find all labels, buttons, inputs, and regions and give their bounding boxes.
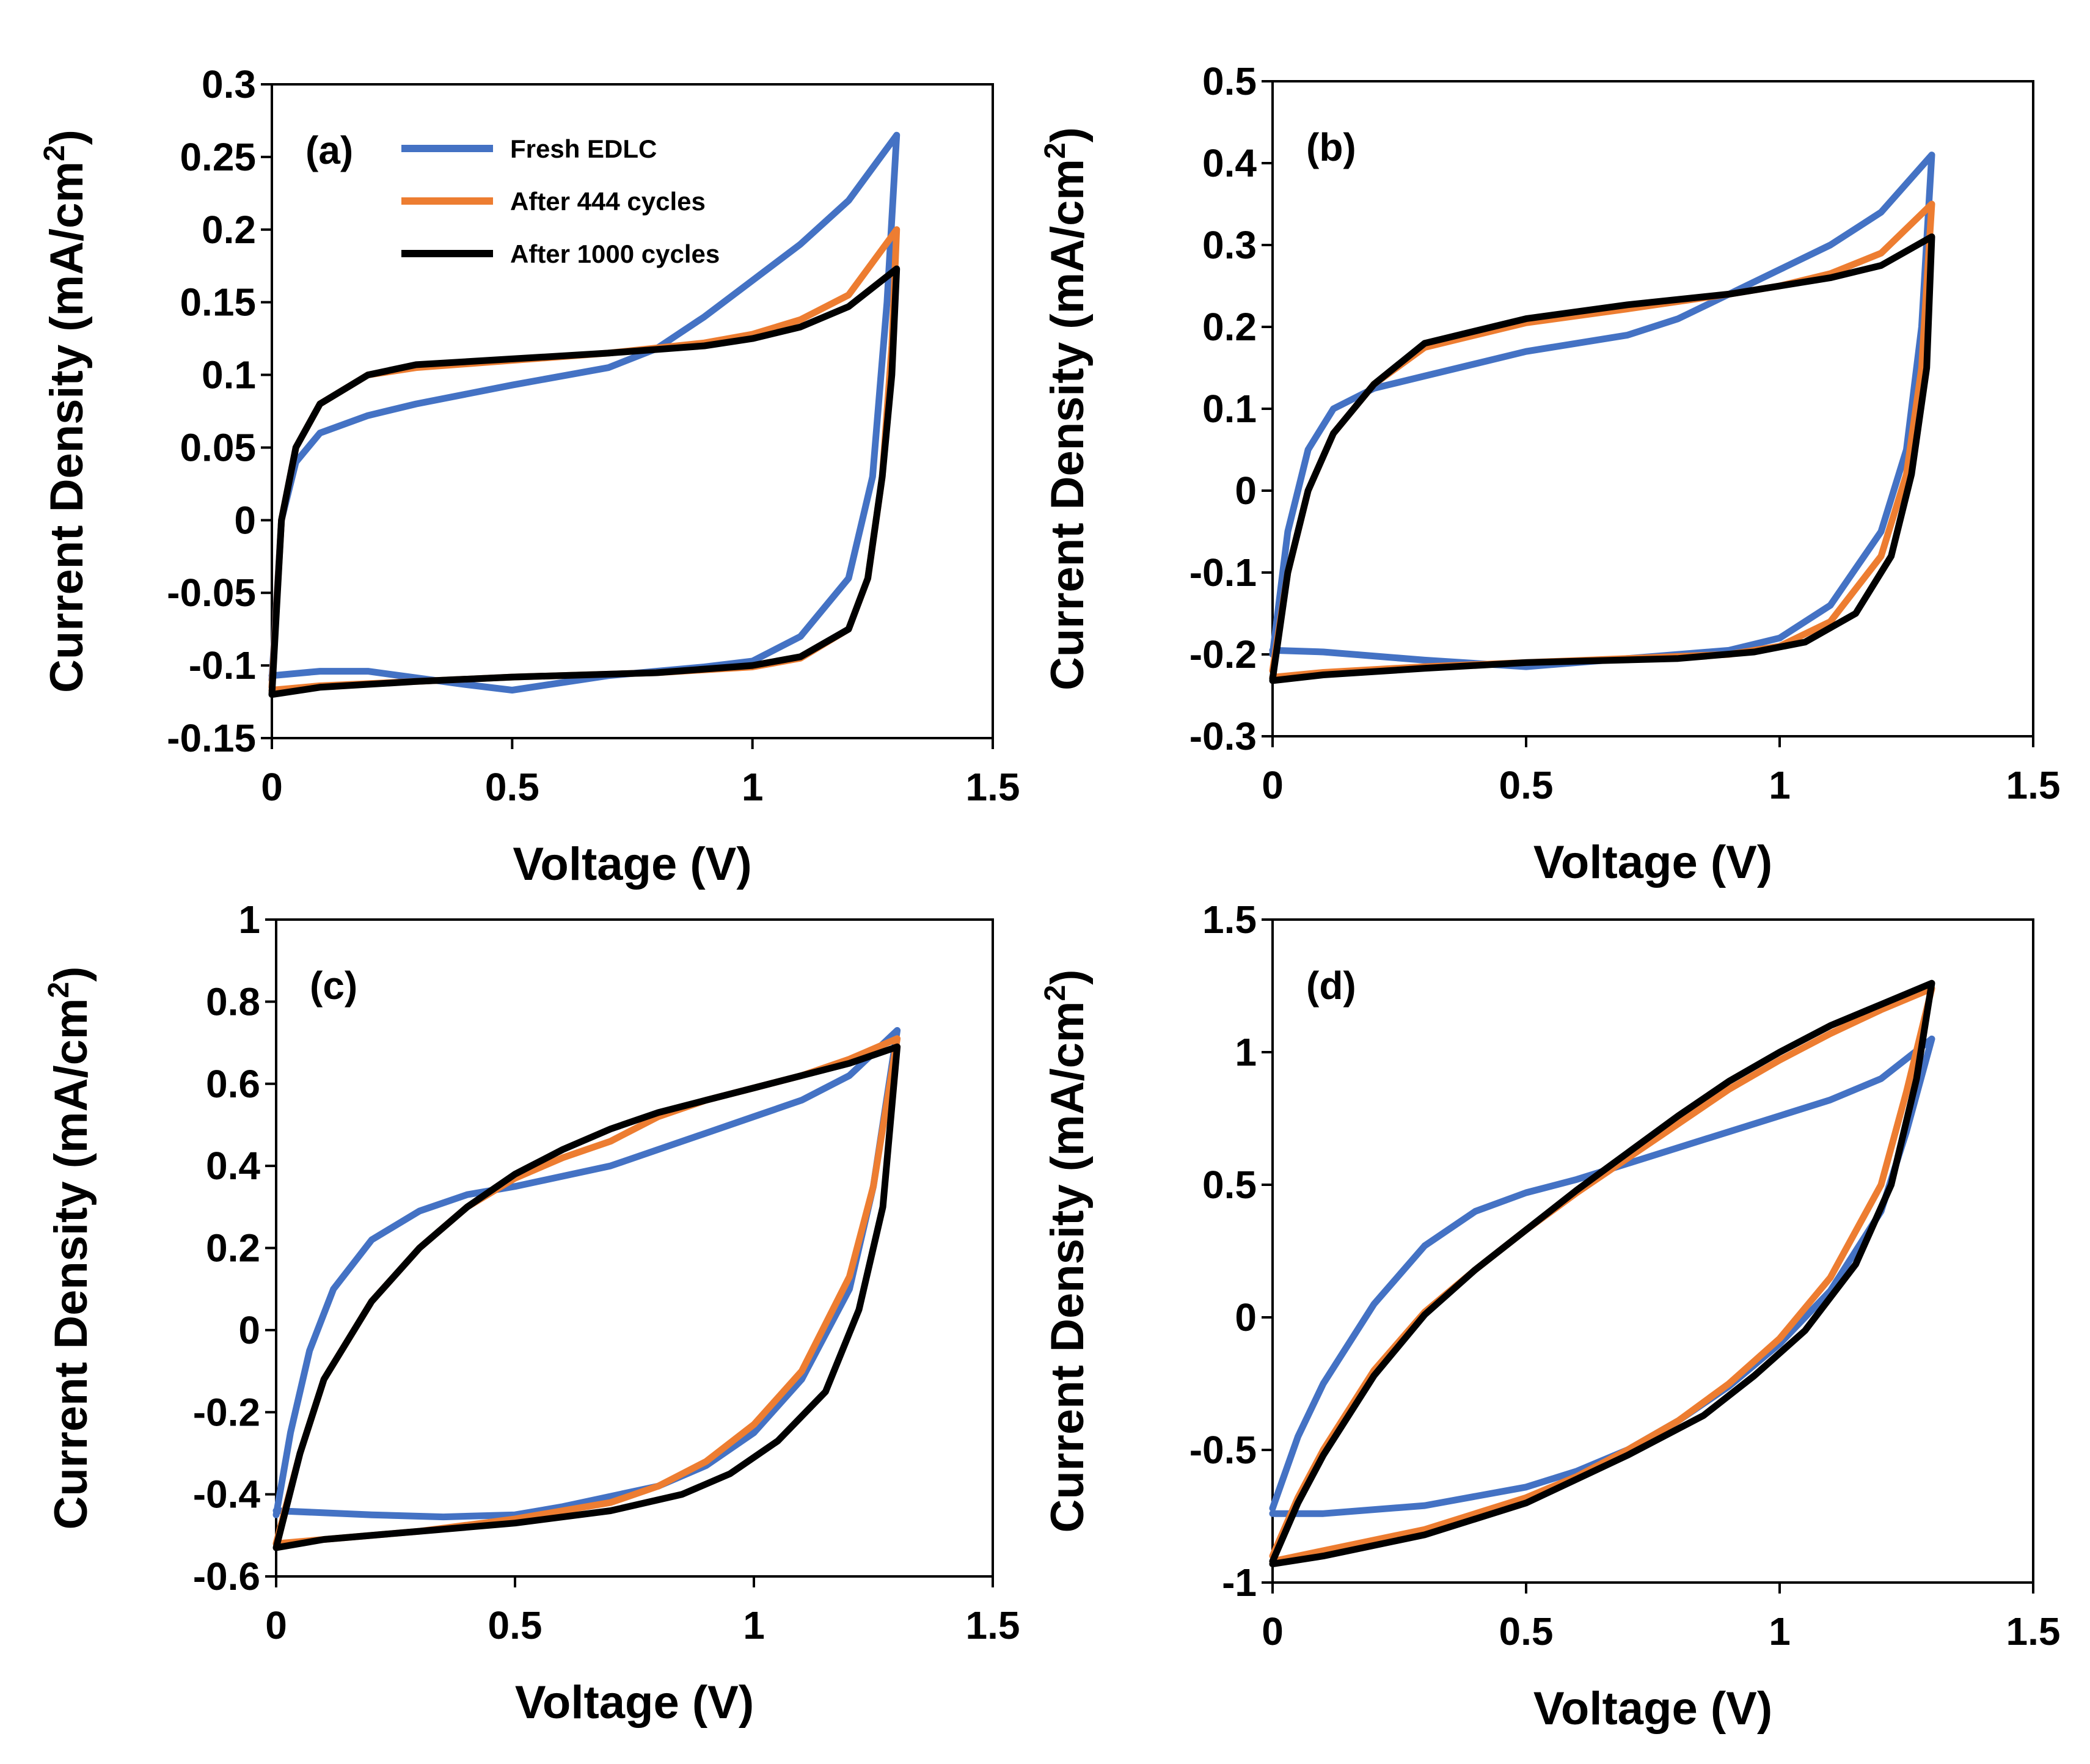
x-axis-title-b: Voltage (V) [1533, 836, 1772, 888]
y-axis-title-sup-c: 2 [43, 982, 75, 998]
series-line-d-after-1000-cycles [1269, 979, 1935, 1568]
y-axis-title-end-a: ) [41, 130, 93, 145]
y-axis-title-main-d: Current Density (mA/cm [1042, 1001, 1094, 1533]
x-tick-label-c: 1 [743, 1603, 765, 1647]
x-tick-label-c: 0 [265, 1603, 287, 1647]
y-tick-label-a: 0.15 [180, 280, 256, 324]
y-tick-label-d: 0.5 [1202, 1163, 1257, 1207]
series-line-c-fresh-edlc [272, 1027, 901, 1521]
series-line-d-after-444-cycles [1269, 985, 1935, 1565]
y-tick-label-b: 0.1 [1202, 387, 1257, 431]
y-axis-title-end-d: ) [1042, 970, 1094, 985]
y-axis-title-main-b: Current Density (mA/cm [1042, 159, 1094, 690]
panel-label-c: (c) [310, 964, 357, 1008]
x-tick-label-a: 0 [261, 765, 283, 809]
y-tick-label-d: 0 [1235, 1295, 1257, 1339]
x-axis-title-c: Voltage (V) [515, 1677, 754, 1729]
y-tick-label-c: 0.4 [206, 1144, 260, 1188]
series-line-c-after-444-cycles [272, 1035, 901, 1547]
y-tick-label-d: -1 [1222, 1561, 1257, 1605]
y-tick-label-b: -0.1 [1189, 551, 1257, 595]
y-axis-title-sup-b: 2 [1039, 142, 1072, 159]
y-axis-title-c: Current Density (mA/cm2) [43, 967, 97, 1530]
x-axis-title-d: Voltage (V) [1533, 1683, 1772, 1735]
y-tick-label-a: -0.05 [167, 571, 256, 615]
legend-label: After 444 cycles [510, 187, 706, 216]
panel-label-a: (a) [305, 128, 353, 172]
x-tick-label-b: 0.5 [1499, 763, 1554, 807]
y-tick-label-c: -0.4 [193, 1473, 261, 1517]
series-line-a-after-444-cycles [268, 226, 901, 694]
y-tick-label-a: 0.05 [180, 425, 256, 469]
y-axis-title-b: Current Density (mA/cm2) [1039, 127, 1094, 690]
legend: Fresh EDLC After 444 cycles After 1000 cyc… [401, 134, 720, 268]
y-tick-label-a: 0.2 [202, 208, 256, 252]
y-tick-label-c: -0.2 [193, 1390, 260, 1434]
y-tick-label-c: -0.6 [193, 1554, 260, 1598]
series-line-b-after-1000-cycles [1269, 233, 1935, 684]
x-tick-label-a: 1.5 [966, 765, 1020, 809]
y-tick-label-b: -0.2 [1189, 632, 1257, 676]
plot-frame-c [275, 918, 994, 1578]
y-axis-title-d: Current Density (mA/cm2) [1039, 970, 1094, 1533]
x-tick-label-b: 1.5 [2006, 763, 2061, 807]
y-tick-label-a: 0 [234, 498, 256, 542]
panel-c: -0.6 -0.4 -0.2 0 0.2 0.4 0.6 0.8 1 0 0.5 1 1.5 Voltag… [43, 898, 1020, 1729]
y-axis-title-sup-d: 2 [1039, 985, 1072, 1001]
x-tick-label-c: 1.5 [966, 1603, 1020, 1647]
y-tick-label-b: 0.3 [1202, 223, 1257, 267]
panel-label-b: (b) [1306, 125, 1356, 169]
x-tick-label-c: 0.5 [488, 1603, 543, 1647]
y-tick-label-c: 0 [238, 1308, 260, 1352]
y-tick-label-a: 0.1 [202, 353, 256, 397]
plot-frame-d [1271, 918, 2034, 1584]
y-tick-label-c: 0.2 [206, 1226, 260, 1270]
y-tick-label-b: 0.2 [1202, 305, 1257, 349]
x-tick-label-d: 1.5 [2006, 1609, 2061, 1653]
series-line-c-after-1000-cycles [272, 1043, 901, 1551]
plot-frame-a [271, 83, 994, 739]
x-tick-label-d: 0.5 [1499, 1609, 1554, 1653]
y-axis-title-a: Current Density (mA/cm2) [38, 130, 93, 693]
series-line-b-fresh-edlc [1269, 152, 1935, 670]
legend-label: After 1000 cycles [510, 240, 720, 268]
y-tick-label-c: 0.6 [206, 1062, 260, 1106]
panel-d: -1 -0.5 0 0.5 1 1.5 0 0.5 1 1.5 Voltage (V) Current… [1039, 898, 2060, 1735]
x-tick-label-b: 0 [1262, 763, 1284, 807]
legend-label: Fresh EDLC [510, 134, 657, 163]
y-tick-label-d: 1.5 [1202, 898, 1257, 942]
panel-label-d: (d) [1306, 964, 1356, 1008]
panel-b: -0.3 -0.2 -0.1 0 0.1 0.2 0.3 0.4 0.5 0 0.5 1 1.5 Volt… [1039, 59, 2060, 888]
y-tick-label-b: 0.5 [1202, 59, 1257, 103]
y-tick-label-c: 0.8 [206, 979, 260, 1023]
y-tick-label-a: 0.25 [180, 135, 256, 179]
y-tick-label-d: 1 [1235, 1030, 1257, 1074]
y-axis-title-end-c: ) [45, 967, 97, 982]
series-line-a-fresh-edlc [268, 131, 901, 694]
y-tick-label-b: 0 [1235, 469, 1257, 513]
y-tick-label-d: -0.5 [1189, 1428, 1257, 1472]
y-axis-title-main-a: Current Density (mA/cm [41, 161, 93, 693]
y-tick-label-a: -0.1 [189, 643, 256, 687]
y-tick-label-a: 0.3 [202, 62, 256, 106]
x-axis-title-a: Voltage (V) [513, 838, 751, 890]
y-tick-label-a: -0.15 [167, 716, 256, 760]
series-line-a-after-1000-cycles [268, 265, 901, 698]
panel-a: -0.15 -0.1 -0.05 0 0.05 0.1 0.15 0.2 0.25 0.3 0 0.5… [38, 62, 1020, 890]
x-tick-label-b: 1 [1769, 763, 1791, 807]
y-tick-label-b: 0.4 [1202, 141, 1257, 185]
x-tick-label-d: 0 [1262, 1609, 1284, 1653]
x-tick-label-a: 0.5 [485, 765, 539, 809]
y-axis-title-main-c: Current Density (mA/cm [45, 998, 97, 1530]
y-axis-title-end-b: ) [1042, 127, 1094, 142]
x-tick-label-d: 1 [1769, 1609, 1791, 1653]
x-tick-label-a: 1 [742, 765, 764, 809]
y-axis-title-sup-a: 2 [38, 145, 71, 161]
y-tick-label-c: 1 [238, 898, 260, 942]
y-tick-label-b: -0.3 [1189, 714, 1257, 758]
